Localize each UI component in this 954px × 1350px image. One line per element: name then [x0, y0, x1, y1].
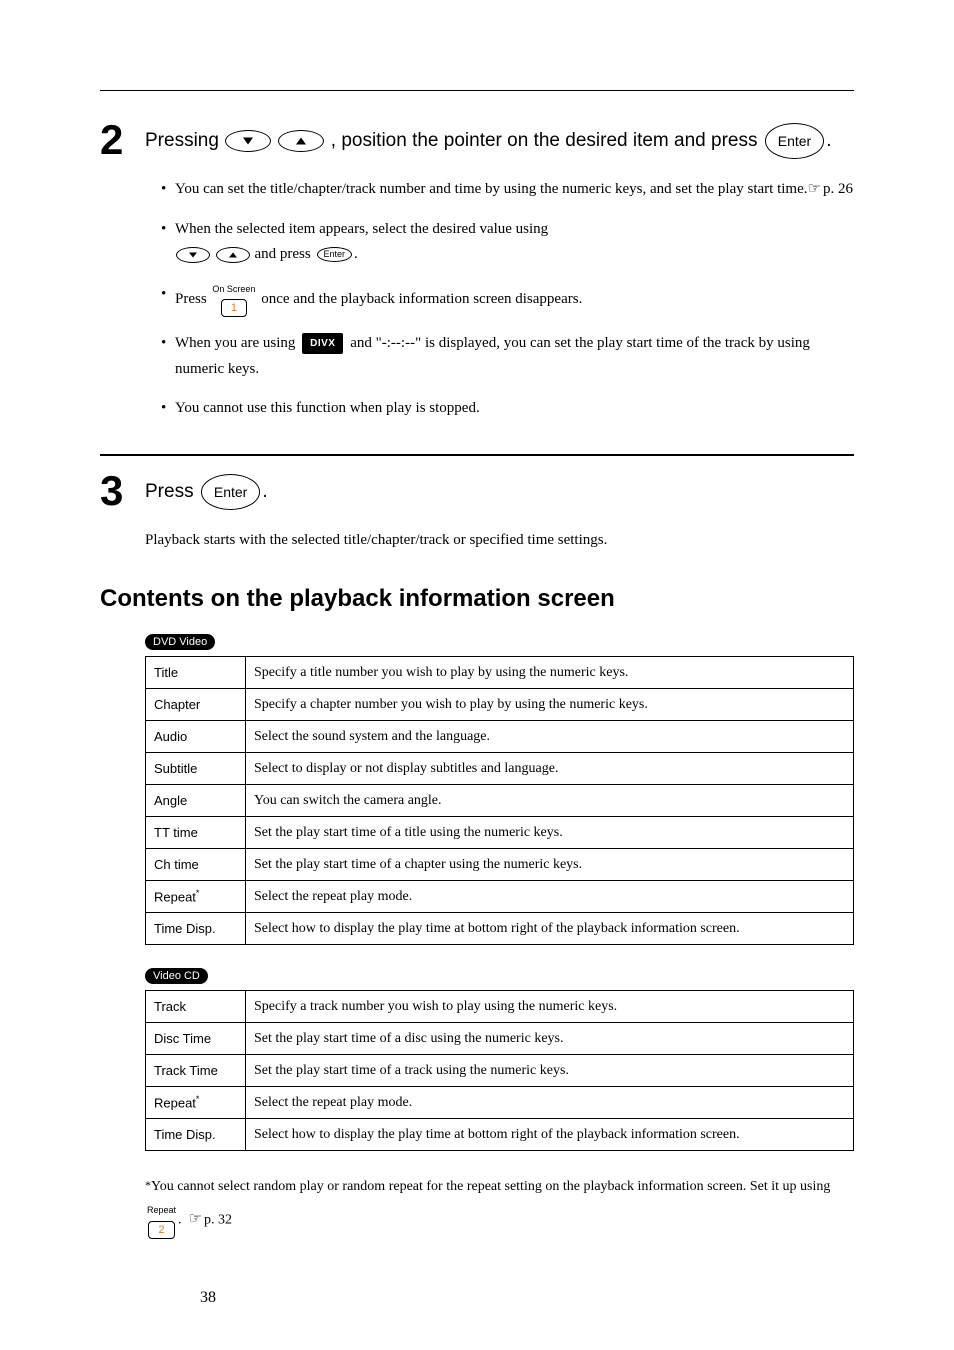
- row-label: Angle: [146, 785, 246, 817]
- step-3: 3 Press Enter. Playback starts with the …: [100, 470, 854, 554]
- step2-bullet-3: Press On Screen 1 once and the playback …: [161, 282, 854, 318]
- repeat-key-icon: Repeat 2: [147, 1201, 176, 1239]
- step2-text-end: .: [826, 130, 831, 151]
- row-label: Time Disp.: [146, 1119, 246, 1151]
- row-desc: Set the play start time of a title using…: [246, 817, 854, 849]
- dvd-table: TitleSpecify a title number you wish to …: [145, 656, 854, 945]
- row-label: Track Time: [146, 1055, 246, 1087]
- row-label: Title: [146, 657, 246, 689]
- step2-text-mid: , position the pointer on the desired it…: [331, 130, 763, 151]
- footnote: *You cannot select random play or random…: [145, 1173, 854, 1239]
- step2-instruction: Pressing , position the pointer on the d…: [145, 123, 854, 159]
- step2-bullet-2: When the selected item appears, select t…: [161, 217, 854, 268]
- hand-icon: ☞: [807, 181, 820, 197]
- enter-button-icon: Enter: [317, 247, 353, 262]
- step2-bullet-4: When you are using DIVX and "-:--:--" is…: [161, 331, 854, 382]
- step-2: 2 Pressing , position the pointer on the…: [100, 119, 854, 436]
- row-desc: Set the play start time of a track using…: [246, 1055, 854, 1087]
- step2-bullet-1: You can set the title/chapter/track numb…: [161, 177, 854, 203]
- vcd-table: TrackSpecify a track number you wish to …: [145, 990, 854, 1151]
- row-desc: Specify a chapter number you wish to pla…: [246, 689, 854, 721]
- table-row: Ch timeSet the play start time of a chap…: [146, 849, 854, 881]
- row-label: Time Disp.: [146, 913, 246, 945]
- table-row: TT timeSet the play start time of a titl…: [146, 817, 854, 849]
- step-number-2: 2: [100, 119, 145, 161]
- down-arrow-icon: [225, 130, 271, 152]
- step-number-3: 3: [100, 470, 145, 512]
- row-label: Chapter: [146, 689, 246, 721]
- table-row: AudioSelect the sound system and the lan…: [146, 721, 854, 753]
- table-row: Time Disp.Select how to display the play…: [146, 913, 854, 945]
- row-label: Audio: [146, 721, 246, 753]
- row-label: Track: [146, 991, 246, 1023]
- row-desc: Select the repeat play mode.: [246, 1087, 854, 1119]
- up-arrow-icon: [278, 130, 324, 152]
- row-desc: Set the play start time of a chapter usi…: [246, 849, 854, 881]
- row-desc: Specify a title number you wish to play …: [246, 657, 854, 689]
- row-label: Repeat*: [146, 881, 246, 913]
- page-number: 38: [200, 1289, 216, 1307]
- table-row: Repeat*Select the repeat play mode.: [146, 1087, 854, 1119]
- row-label: TT time: [146, 817, 246, 849]
- enter-button-icon: Enter: [201, 474, 260, 510]
- row-label: Subtitle: [146, 753, 246, 785]
- table-row: Track TimeSet the play start time of a t…: [146, 1055, 854, 1087]
- row-desc: Select how to display the play time at b…: [246, 913, 854, 945]
- step3-instruction: Press Enter.: [145, 474, 854, 510]
- row-desc: Set the play start time of a disc using …: [246, 1023, 854, 1055]
- table-row: Disc TimeSet the play start time of a di…: [146, 1023, 854, 1055]
- divx-badge-icon: DIVX: [302, 333, 343, 354]
- table-row: SubtitleSelect to display or not display…: [146, 753, 854, 785]
- table-row: TrackSpecify a track number you wish to …: [146, 991, 854, 1023]
- step3-body: Playback starts with the selected title/…: [145, 528, 854, 554]
- table-row: ChapterSpecify a chapter number you wish…: [146, 689, 854, 721]
- step2-bullet-5: You cannot use this function when play i…: [161, 396, 854, 422]
- down-arrow-icon: [176, 247, 210, 263]
- row-desc: Specify a track number you wish to play …: [246, 991, 854, 1023]
- step2-bullets: You can set the title/chapter/track numb…: [145, 177, 854, 422]
- table-row: AngleYou can switch the camera angle.: [146, 785, 854, 817]
- dvd-video-badge: DVD Video: [145, 634, 215, 650]
- table-row: Repeat*Select the repeat play mode.: [146, 881, 854, 913]
- step2-text-pre: Pressing: [145, 130, 224, 151]
- section-title: Contents on the playback information scr…: [100, 585, 854, 613]
- row-label: Ch time: [146, 849, 246, 881]
- row-desc: You can switch the camera angle.: [246, 785, 854, 817]
- onscreen-key-icon: On Screen 1: [212, 282, 255, 318]
- row-desc: Select how to display the play time at b…: [246, 1119, 854, 1151]
- row-label: Disc Time: [146, 1023, 246, 1055]
- row-desc: Select the sound system and the language…: [246, 721, 854, 753]
- row-label: Repeat*: [146, 1087, 246, 1119]
- table-row: TitleSpecify a title number you wish to …: [146, 657, 854, 689]
- up-arrow-icon: [216, 247, 250, 263]
- row-desc: Select the repeat play mode.: [246, 881, 854, 913]
- table-row: Time Disp.Select how to display the play…: [146, 1119, 854, 1151]
- enter-button-icon: Enter: [765, 123, 824, 159]
- row-desc: Select to display or not display subtitl…: [246, 753, 854, 785]
- hand-icon: ☞: [189, 1211, 202, 1227]
- video-cd-badge: Video CD: [145, 968, 208, 984]
